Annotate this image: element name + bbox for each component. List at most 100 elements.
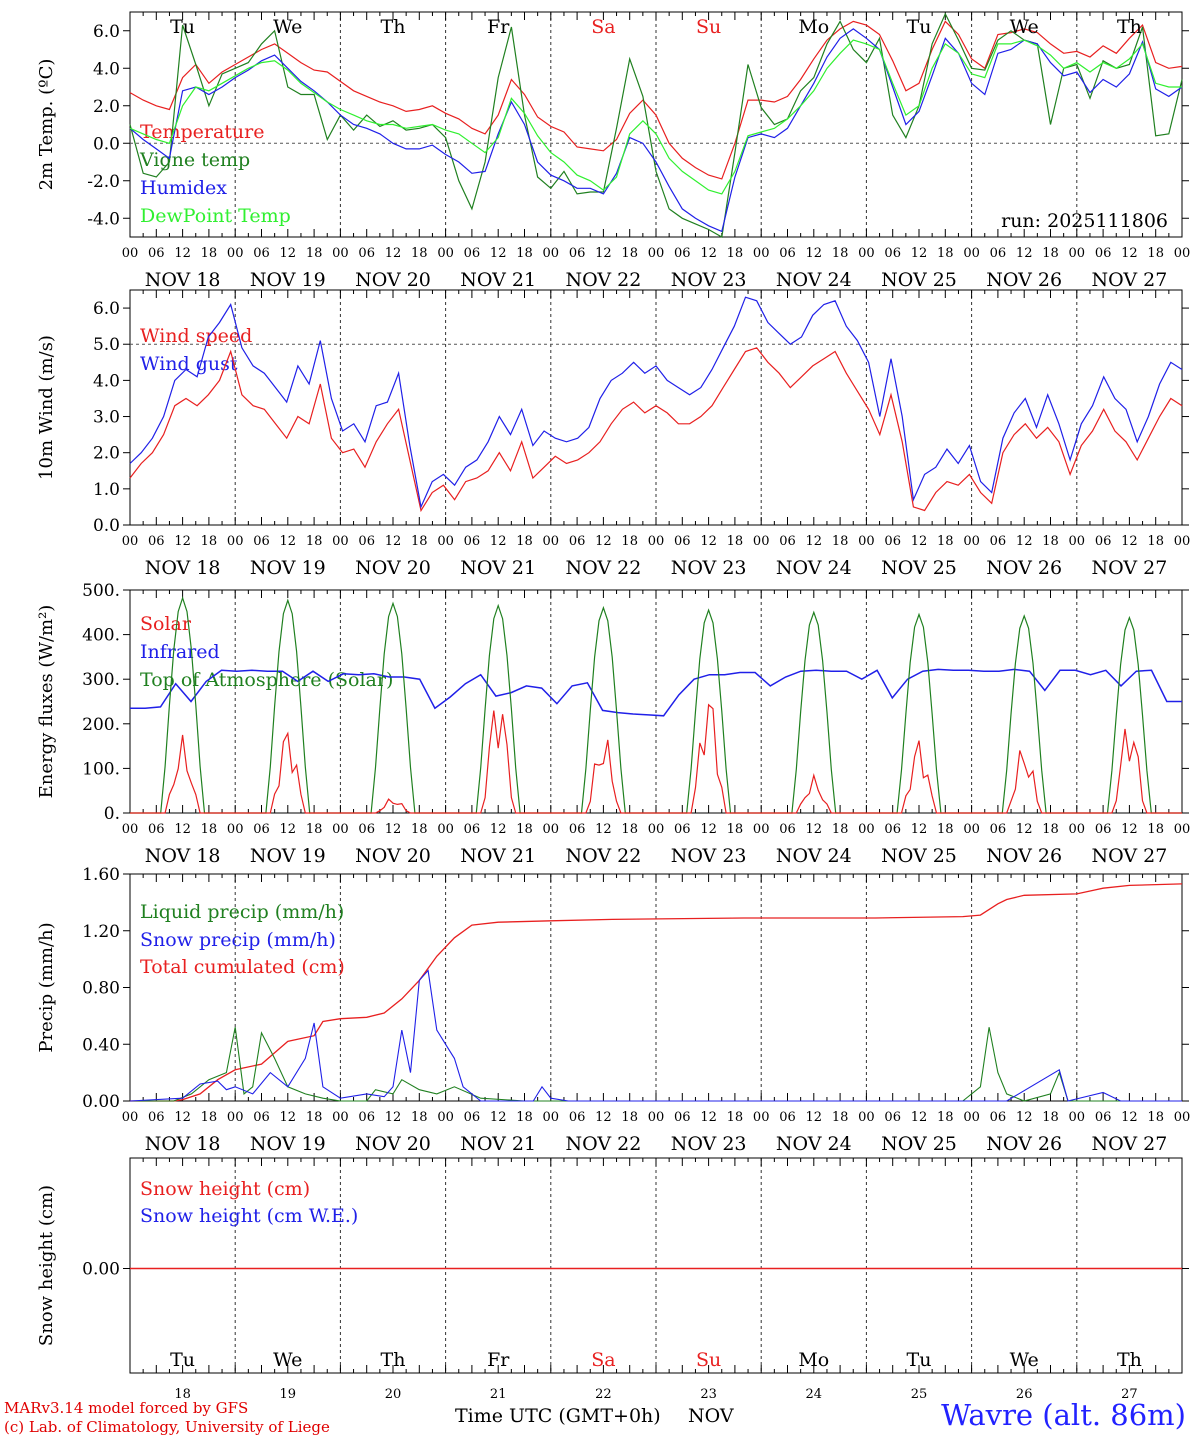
hour-label: 12 [1016, 822, 1033, 837]
y-axis-label: 2m Temp. (ºC) [36, 59, 57, 191]
y-tick-label: 6.0 [93, 22, 120, 42]
hour-label: 12 [595, 534, 612, 549]
hour-label: 06 [990, 822, 1007, 837]
hour-label: 18 [306, 246, 323, 261]
day-name: Mo [798, 16, 829, 38]
hour-label: 12 [911, 1110, 928, 1125]
station-label: Wavre (alt. 86m) [941, 1398, 1186, 1432]
hour-label: 18 [1042, 534, 1059, 549]
day-name: Tu [170, 1349, 195, 1371]
hour-label: 12 [1016, 1110, 1033, 1125]
hour-label: 00 [1069, 822, 1086, 837]
hour-label: 18 [937, 534, 954, 549]
hour-label: 00 [963, 822, 980, 837]
hour-label: 12 [1121, 822, 1138, 837]
y-tick-label: 6.0 [93, 299, 120, 319]
series-line [130, 1027, 1182, 1102]
date-label: NOV 20 [355, 845, 431, 867]
hour-label: 12 [700, 1110, 717, 1125]
date-label: NOV 23 [671, 845, 747, 867]
hour-label: 06 [779, 822, 796, 837]
hour-label: 06 [569, 1110, 586, 1125]
hour-label: 12 [280, 246, 297, 261]
day-number: 19 [280, 1387, 297, 1402]
y-tick-label: 3.0 [93, 408, 120, 428]
hour-label: 00 [1174, 1110, 1191, 1125]
day-name: Sa [591, 1349, 615, 1371]
hour-label: 06 [674, 534, 691, 549]
hour-label: 18 [1147, 822, 1164, 837]
legend-entry: Snow precip (mm/h) [140, 929, 336, 951]
y-axis-label: 10m Wind (m/s) [36, 335, 57, 480]
hour-label: 18 [411, 246, 428, 261]
legend-entry: Top of Atmosphere (Solar) [140, 669, 393, 691]
legend-entry: Vigne temp [139, 149, 250, 171]
hour-label: 12 [595, 822, 612, 837]
date-label: NOV 19 [250, 1133, 326, 1155]
series-line [130, 883, 1183, 1102]
hour-label: 12 [280, 534, 297, 549]
date-label: NOV 18 [145, 557, 221, 579]
hour-label: 00 [753, 534, 770, 549]
date-label: NOV 27 [1091, 845, 1167, 867]
hour-label: 12 [385, 246, 402, 261]
hour-label: 00 [437, 246, 454, 261]
date-label: NOV 22 [565, 845, 641, 867]
day-name: Tu [907, 1349, 932, 1371]
hour-label: 00 [437, 534, 454, 549]
series-line [129, 296, 1183, 509]
day-number: 21 [490, 1387, 507, 1402]
date-label: NOV 21 [460, 557, 536, 579]
hour-label: 00 [753, 246, 770, 261]
credits: MARv3.14 model forced by GFS (c) Lab. of… [4, 1399, 330, 1437]
day-number: 18 [174, 1387, 191, 1402]
hour-label: 06 [1095, 1110, 1112, 1125]
y-tick-label: 4.0 [93, 59, 120, 79]
hour-label: 00 [122, 246, 139, 261]
date-label: NOV 20 [355, 269, 431, 291]
hour-label: 18 [621, 246, 638, 261]
hour-label: 00 [332, 534, 349, 549]
hour-label: 00 [332, 246, 349, 261]
hour-label: 18 [411, 1110, 428, 1125]
hour-label: 18 [1147, 534, 1164, 549]
y-tick-label: 0.80 [82, 979, 120, 999]
date-label: NOV 22 [565, 557, 641, 579]
y-tick-label: 1.60 [82, 865, 120, 885]
panel-1: -4.0 -2.0 0.0 2.0 4.0 6.0 2m Temp. (ºC) 00 06 12 1… [36, 11, 1190, 291]
hour-label: 18 [937, 1110, 954, 1125]
hour-label: 12 [1121, 534, 1138, 549]
legend-entry: Wind speed [140, 325, 252, 347]
hour-label: 12 [490, 1110, 507, 1125]
date-label: NOV 19 [250, 845, 326, 867]
hour-label: 00 [122, 1110, 139, 1125]
hour-label: 18 [306, 1110, 323, 1125]
day-name: We [273, 1349, 302, 1371]
hour-label: 18 [621, 822, 638, 837]
y-tick-label: 0.0 [93, 134, 120, 154]
hour-label: 06 [148, 534, 165, 549]
day-name: Mo [798, 1349, 829, 1371]
day-number: 24 [806, 1387, 823, 1402]
hour-label: 06 [1095, 822, 1112, 837]
hour-label: 12 [700, 822, 717, 837]
date-label: NOV 19 [250, 269, 326, 291]
series-line [130, 668, 1182, 717]
date-label: NOV 26 [986, 557, 1062, 579]
hour-label: 06 [884, 246, 901, 261]
hour-label: 18 [832, 246, 849, 261]
hour-label: 12 [490, 822, 507, 837]
hour-label: 12 [595, 246, 612, 261]
hour-label: 06 [884, 1110, 901, 1125]
series-line [129, 39, 1182, 195]
date-label: NOV 23 [671, 269, 747, 291]
hour-label: 06 [569, 822, 586, 837]
date-label: NOV 23 [671, 1133, 747, 1155]
month-label: NOV [688, 1405, 734, 1427]
hour-label: 12 [490, 534, 507, 549]
hour-label: 12 [806, 1110, 823, 1125]
hour-label: 18 [1042, 246, 1059, 261]
hour-label: 06 [148, 822, 165, 837]
hour-label: 18 [411, 822, 428, 837]
date-label: NOV 26 [986, 1133, 1062, 1155]
